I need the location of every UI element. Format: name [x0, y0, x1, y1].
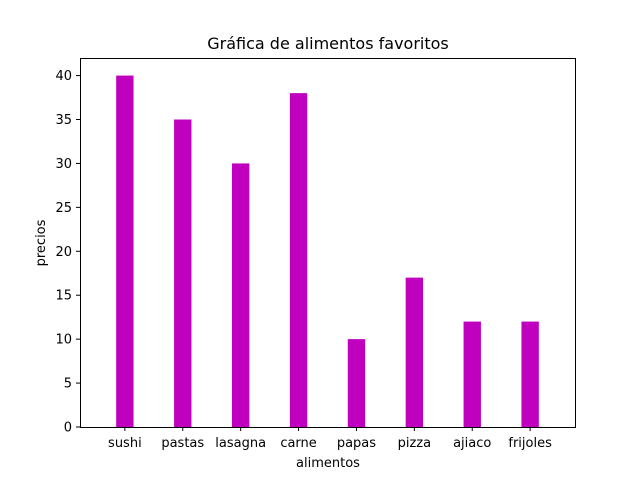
- y-tick-label: 20: [55, 245, 72, 260]
- x-tick-label: papas: [337, 436, 376, 451]
- x-tick-label: pastas: [161, 436, 204, 451]
- bar-sushi: [116, 75, 134, 428]
- y-tick-label: 40: [55, 69, 72, 84]
- plot-frame: [80, 58, 576, 428]
- bar-ajiaco: [463, 321, 481, 427]
- y-tick-label: 30: [55, 157, 72, 172]
- y-tick-label: 25: [55, 201, 72, 216]
- y-tick-label: 10: [55, 333, 72, 348]
- y-tick-label: 35: [55, 113, 72, 128]
- x-tick-label: ajiaco: [453, 436, 491, 451]
- bars-group: [116, 75, 539, 428]
- x-tick-label: frijoles: [508, 436, 552, 451]
- bar-papas: [347, 339, 366, 427]
- chart-title: Gráfica de alimentos favoritos: [207, 34, 449, 53]
- y-tick-label: 5: [64, 377, 72, 392]
- x-axis-label: alimentos: [296, 456, 360, 471]
- y-axis-ticks: 0 5 10 15 20 25 30 35 40: [55, 69, 80, 436]
- y-tick-label: 15: [55, 289, 72, 304]
- x-axis-ticks: sushi pastas lasagna carne papas pizza ajiaco f…: [108, 427, 552, 451]
- x-tick-label: carne: [280, 436, 316, 451]
- bar-carne: [289, 93, 308, 428]
- bar-frijoles: [521, 321, 539, 427]
- x-tick-label: pizza: [398, 436, 431, 451]
- x-tick-label: lasagna: [215, 436, 266, 451]
- y-axis-label: precios: [34, 219, 49, 266]
- bar-pizza: [405, 277, 424, 427]
- bar-pastas: [174, 119, 192, 427]
- y-tick-label: 0: [64, 421, 72, 436]
- x-tick-label: sushi: [108, 436, 142, 451]
- bar-lasagna: [231, 163, 250, 427]
